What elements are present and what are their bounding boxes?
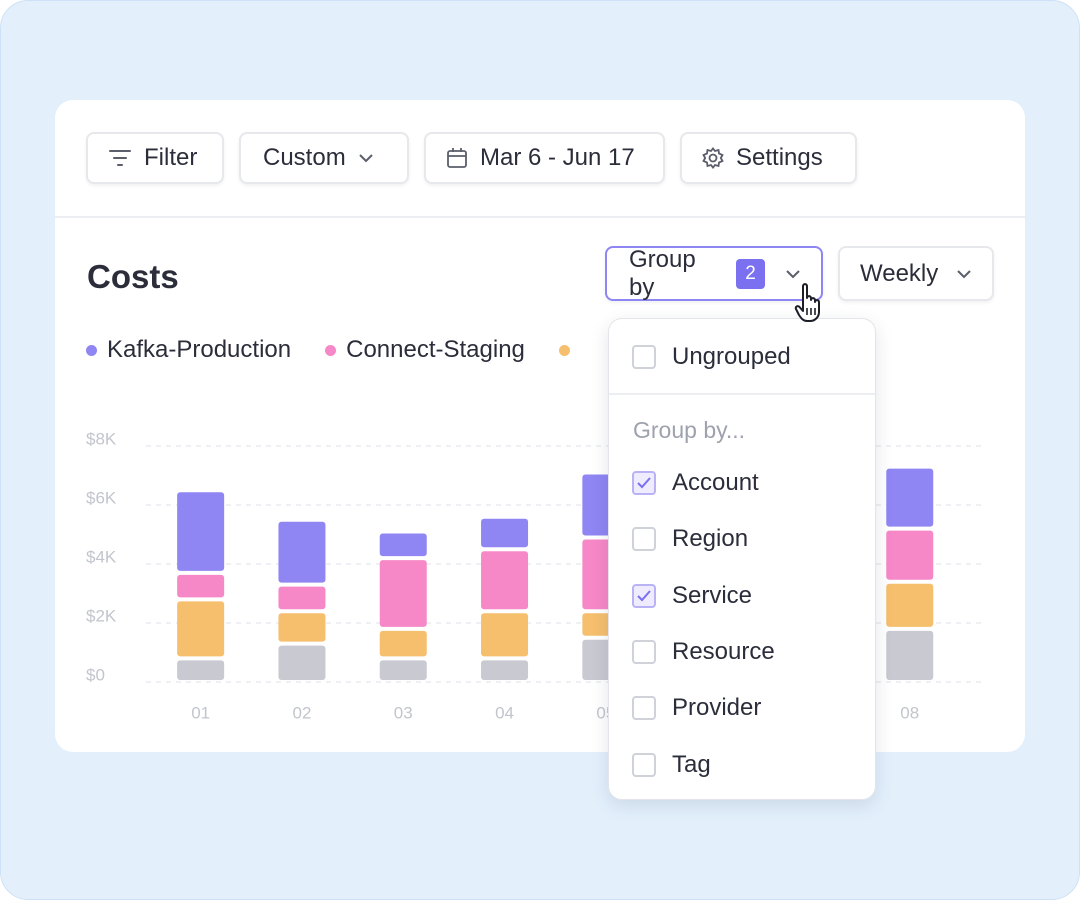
- bar-segment: [177, 492, 225, 571]
- checkbox[interactable]: [632, 583, 656, 608]
- bar-segment: [379, 560, 427, 627]
- chevron: [358, 154, 373, 163]
- option-label: Provider: [672, 694, 762, 722]
- group-count-badge: 2: [736, 258, 765, 289]
- checkbox[interactable]: [632, 752, 656, 777]
- group-by-label: Group by: [629, 245, 696, 301]
- bar-segment: [886, 530, 934, 580]
- legend-item: [558, 344, 580, 356]
- option-label: Resource: [672, 637, 775, 665]
- group-option[interactable]: Region: [632, 525, 748, 553]
- bar-segment: [278, 586, 326, 610]
- bar-segment: [886, 583, 934, 627]
- legend-item: Kafka-Production: [86, 336, 291, 364]
- group-option[interactable]: Account: [632, 469, 759, 497]
- bar-segment: [379, 660, 427, 680]
- group-option[interactable]: Provider: [632, 694, 761, 722]
- y-tick-label: $8K: [86, 429, 117, 448]
- range-type-label: Custom: [263, 144, 346, 171]
- separator: [609, 393, 875, 395]
- group-option[interactable]: Resource: [632, 638, 775, 666]
- legend-dot: [558, 344, 570, 356]
- x-tick-label: 04: [495, 703, 514, 722]
- range-type-button[interactable]: Custom: [239, 132, 409, 184]
- legend-label: Connect-Staging: [346, 336, 525, 363]
- y-tick-label: $2K: [86, 606, 117, 625]
- date-range-button[interactable]: Mar 6 - Jun 17: [424, 132, 665, 184]
- group-by-button[interactable]: Group by 2: [605, 246, 823, 301]
- gear-icon: [702, 147, 724, 169]
- ungrouped-option[interactable]: Ungrouped: [632, 343, 791, 371]
- group-by-dropdown: Ungrouped Group by... Account Region Servi…: [608, 318, 876, 800]
- bar-segment: [379, 630, 427, 657]
- dropdown-heading: Group by...: [633, 417, 746, 443]
- legend-dot: [86, 344, 97, 356]
- x-tick-label: 02: [292, 703, 311, 722]
- x-tick-label: 08: [900, 703, 919, 722]
- interval-label: Weekly: [860, 259, 939, 287]
- bar-segment: [379, 533, 427, 557]
- bar-segment: [177, 660, 225, 680]
- chevron: [786, 269, 800, 278]
- bar-segment: [278, 613, 326, 642]
- checkbox[interactable]: [632, 639, 656, 664]
- y-tick-label: $0: [86, 665, 105, 684]
- legend-item: Connect-Staging: [325, 336, 525, 364]
- chevron: [957, 269, 971, 278]
- checkmark: [637, 589, 651, 602]
- option-label: Tag: [672, 750, 711, 778]
- bar-segment: [177, 574, 225, 598]
- checkbox[interactable]: [632, 527, 656, 552]
- legend-dot: [325, 344, 337, 356]
- group-option[interactable]: Tag: [632, 751, 711, 779]
- bar-segment: [481, 518, 529, 548]
- option-label: Region: [672, 525, 749, 553]
- checkbox[interactable]: [632, 345, 656, 369]
- calendar-icon: [447, 148, 467, 168]
- date-range-label: Mar 6 - Jun 17: [480, 144, 635, 171]
- interval-button[interactable]: Weekly: [838, 246, 994, 301]
- bar-segment: [886, 630, 934, 680]
- bar-segment: [177, 601, 225, 657]
- legend: Kafka-Production Connect-Staging: [86, 336, 669, 364]
- bar-segment: [481, 613, 529, 657]
- divider: [55, 216, 1025, 218]
- filter-icon: [109, 150, 131, 166]
- bar-segment: [481, 660, 529, 680]
- settings-button[interactable]: Settings: [680, 132, 857, 184]
- y-tick-label: $4K: [86, 547, 117, 566]
- y-tick-label: $6K: [86, 488, 117, 507]
- section-title: Costs: [87, 258, 179, 295]
- checkmark-path: [637, 477, 651, 489]
- checkbox[interactable]: [632, 696, 656, 721]
- checkbox[interactable]: [632, 471, 656, 495]
- x-tick-label: 01: [191, 703, 210, 722]
- hand-cursor: [794, 283, 820, 322]
- option-label: Service: [672, 581, 753, 609]
- bar-segment: [278, 645, 326, 680]
- option-label: Account: [672, 469, 759, 496]
- option-label: Ungrouped: [672, 343, 791, 370]
- checkmark-path: [637, 589, 651, 602]
- settings-label: Settings: [736, 144, 823, 171]
- filter-label: Filter: [144, 144, 198, 171]
- bar-segment: [481, 551, 529, 610]
- x-tick-label: 03: [394, 703, 413, 722]
- group-option[interactable]: Service: [632, 582, 752, 610]
- bar-segment: [886, 468, 934, 527]
- bar-segment: [278, 521, 326, 583]
- checkmark: [637, 477, 651, 489]
- legend-label: Kafka-Production: [107, 336, 292, 363]
- filter-button[interactable]: Filter: [86, 132, 224, 184]
